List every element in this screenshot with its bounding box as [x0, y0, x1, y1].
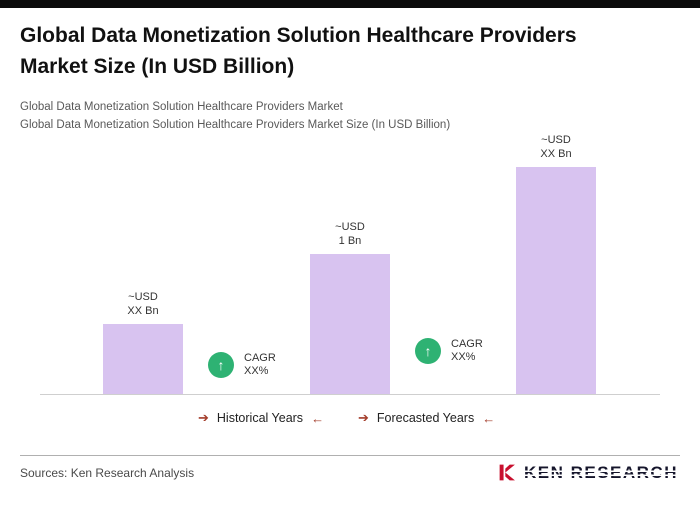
cagr-text-2: CAGR XX%	[451, 338, 483, 364]
bar-value-label-2-line1: ~USD	[335, 221, 365, 233]
historical-years-text: Historical Years	[216, 411, 304, 425]
bar-forecast	[516, 167, 596, 395]
bar-value-label-3: ~USD XX Bn	[516, 133, 596, 161]
ken-research-k-icon	[499, 464, 515, 481]
top-accent-bar	[0, 0, 700, 8]
cagr-value-2: XX%	[451, 351, 476, 363]
x-axis-line	[40, 394, 660, 395]
bar-value-label-3-line2: XX Bn	[540, 148, 572, 160]
cagr-badge-forecast: ↑ CAGR XX%	[415, 338, 483, 364]
bar-historical	[103, 324, 183, 395]
right-arrow-icon: ➔	[358, 410, 369, 425]
footer-divider	[20, 455, 680, 456]
left-arrow-icon: ←	[311, 410, 325, 426]
forecasted-years-label: ➔ Forecasted Years ←	[358, 410, 495, 426]
cagr-label-2: CAGR	[451, 338, 483, 350]
historical-years-label: ➔ Historical Years ←	[198, 410, 324, 426]
bar-value-label-2-line2: 1 Bn	[338, 235, 362, 247]
sources-text: Sources: Ken Research Analysis	[20, 466, 195, 480]
bar-value-label-1: ~USD XX Bn	[103, 290, 183, 318]
ken-research-logo-text: KEN RESEARCH	[523, 462, 679, 482]
left-arrow-icon: ←	[482, 410, 496, 426]
cagr-value-1: XX%	[244, 365, 269, 377]
cagr-text-1: CAGR XX%	[244, 352, 276, 378]
up-arrow-glyph: ↑	[424, 343, 432, 359]
bar-value-label-2: ~USD 1 Bn	[310, 220, 390, 248]
cagr-badge-historical: ↑ CAGR XX%	[208, 352, 276, 378]
growth-up-arrow-icon: ↑	[415, 338, 441, 364]
right-arrow-icon: ➔	[198, 410, 209, 425]
growth-up-arrow-icon: ↑	[208, 352, 234, 378]
cagr-label-1: CAGR	[244, 352, 276, 364]
up-arrow-glyph: ↑	[217, 357, 225, 373]
chart-subtitle-2: Global Data Monetization Solution Health…	[20, 119, 451, 131]
page-title: Global Data Monetization Solution Health…	[20, 24, 577, 78]
bar-value-label-1-line1: ~USD	[128, 291, 158, 303]
ken-research-logo: KEN RESEARCH	[497, 462, 679, 483]
chart-subtitle-1: Global Data Monetization Solution Health…	[20, 101, 343, 113]
bar-base-year	[310, 254, 390, 395]
forecasted-years-text: Forecasted Years	[376, 411, 475, 425]
bar-value-label-3-line1: ~USD	[541, 134, 571, 146]
bar-value-label-1-line2: XX Bn	[127, 305, 159, 317]
